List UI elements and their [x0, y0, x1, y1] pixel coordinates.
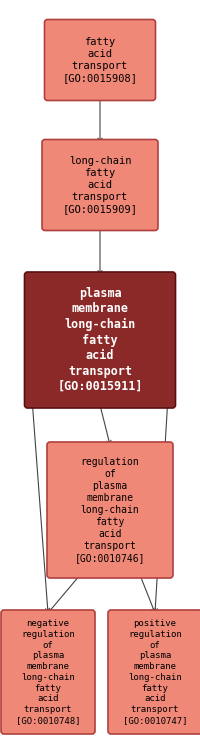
Text: plasma
membrane
long-chain
fatty
acid
transport
[GO:0015911]: plasma membrane long-chain fatty acid tr… — [57, 287, 143, 393]
FancyBboxPatch shape — [1, 610, 95, 734]
Text: positive
regulation
of
plasma
membrane
long-chain
fatty
acid
transport
[GO:00107: positive regulation of plasma membrane l… — [123, 619, 187, 725]
FancyBboxPatch shape — [47, 442, 173, 578]
Text: regulation
of
plasma
membrane
long-chain
fatty
acid
transport
[GO:0010746]: regulation of plasma membrane long-chain… — [75, 457, 145, 563]
FancyBboxPatch shape — [42, 139, 158, 231]
Text: long-chain
fatty
acid
transport
[GO:0015909]: long-chain fatty acid transport [GO:0015… — [62, 156, 138, 214]
Text: negative
regulation
of
plasma
membrane
long-chain
fatty
acid
transport
[GO:00107: negative regulation of plasma membrane l… — [16, 619, 80, 725]
FancyBboxPatch shape — [24, 272, 176, 408]
FancyBboxPatch shape — [44, 19, 156, 100]
FancyBboxPatch shape — [108, 610, 200, 734]
Text: fatty
acid
transport
[GO:0015908]: fatty acid transport [GO:0015908] — [62, 37, 138, 83]
